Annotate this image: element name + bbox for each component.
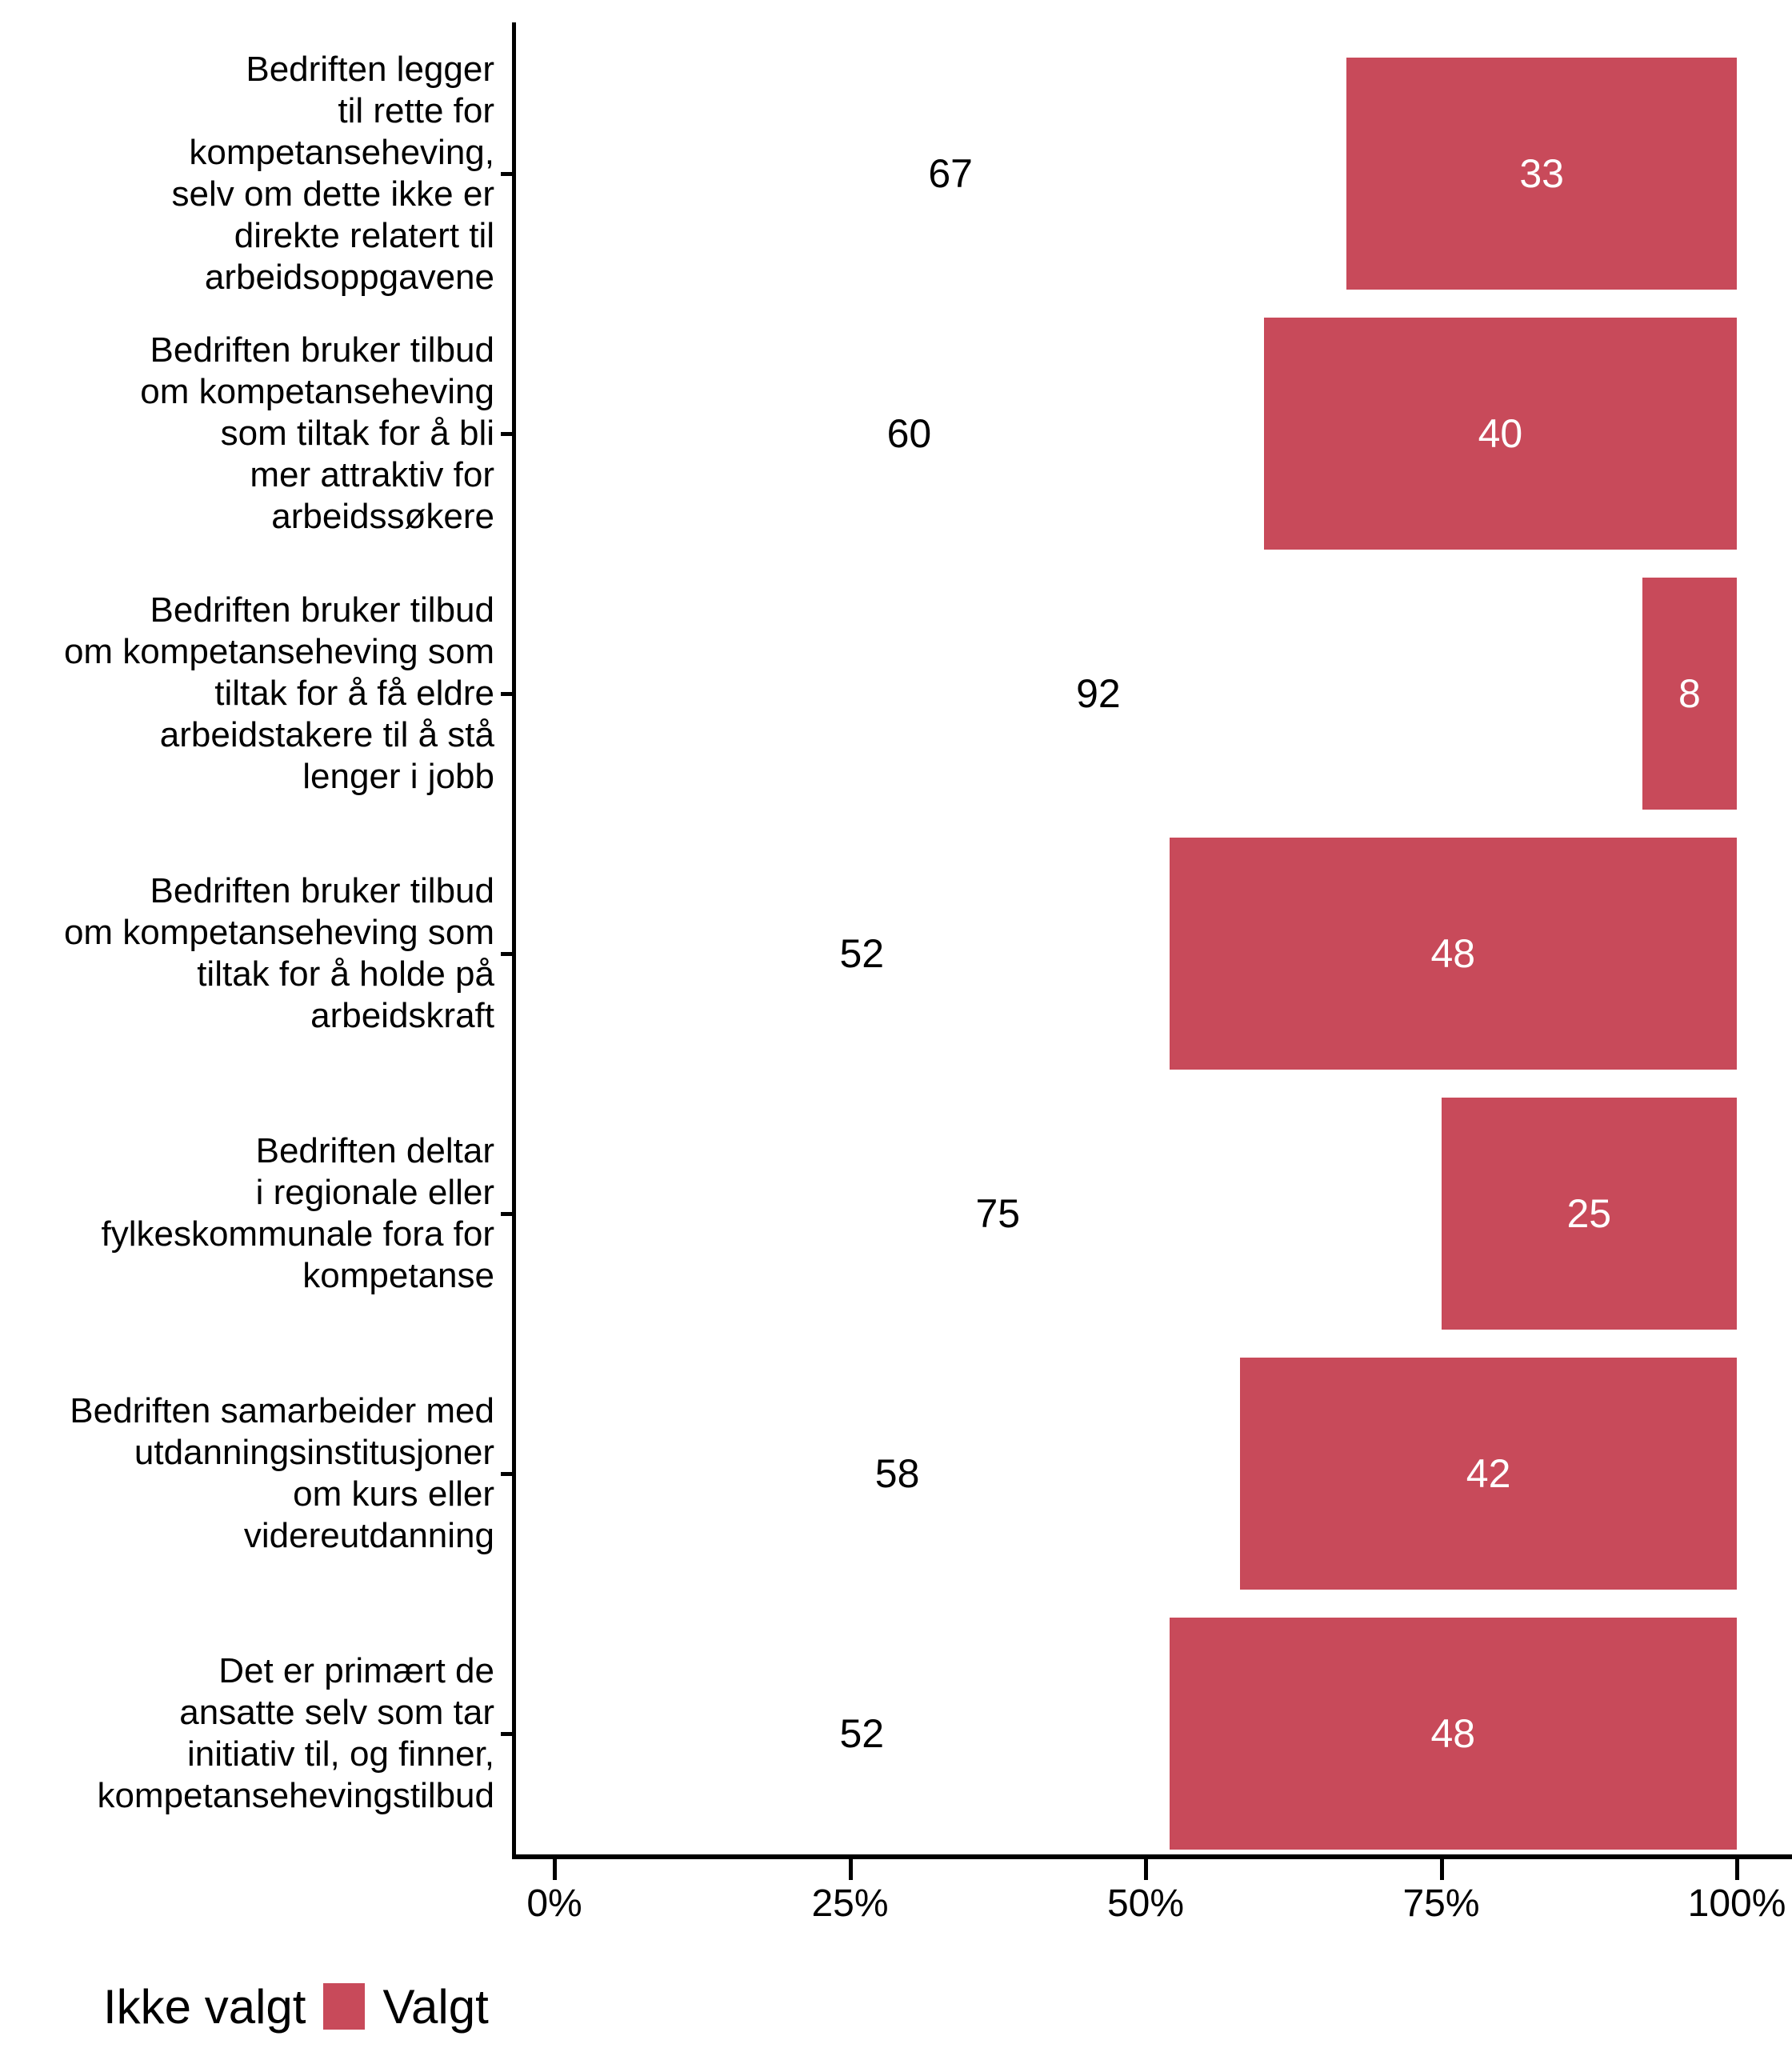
y-axis-tick — [501, 1472, 512, 1476]
value-label-valgt: 42 — [1466, 1451, 1511, 1496]
value-label-valgt: 33 — [1519, 151, 1564, 196]
bar-valgt — [1169, 1618, 1737, 1850]
value-label-valgt: 8 — [1678, 671, 1701, 716]
category-label: Bedriften deltar i regionale eller fylke… — [101, 1131, 494, 1295]
category-label: Bedriften samarbeider med utdanningsinst… — [70, 1391, 494, 1555]
x-axis-tick-label: 25% — [811, 1882, 889, 1925]
bar-valgt — [1642, 578, 1737, 810]
value-label-ikke-valgt: 92 — [1076, 671, 1121, 716]
x-axis-tick-label: 50% — [1106, 1882, 1185, 1925]
bar-valgt — [1169, 838, 1737, 1070]
x-axis-tick — [848, 1859, 853, 1880]
value-label-ikke-valgt: 52 — [839, 931, 885, 976]
category-label: Det er primært de ansatte selv som tar i… — [97, 1651, 494, 1815]
x-axis-tick — [1439, 1859, 1444, 1880]
y-axis-tick — [501, 432, 512, 436]
x-axis-tick — [1735, 1859, 1739, 1880]
x-axis-tick-label: 0% — [526, 1882, 582, 1925]
x-axis-tick — [553, 1859, 557, 1880]
value-label-ikke-valgt: 52 — [839, 1711, 885, 1756]
legend-swatch-ikke-valgt — [44, 1983, 86, 2030]
y-axis-line — [512, 22, 516, 1857]
y-axis-tick — [501, 1212, 512, 1216]
bar-valgt — [1263, 318, 1737, 550]
category-label: Bedriften bruker tilbud om kompetansehev… — [140, 330, 494, 536]
x-axis-line — [512, 1854, 1792, 1859]
bar-valgt — [1240, 1358, 1737, 1590]
x-axis-tick — [1144, 1859, 1148, 1880]
y-axis-tick — [501, 172, 512, 176]
value-label-ikke-valgt: 67 — [928, 151, 973, 196]
value-label-ikke-valgt: 75 — [975, 1191, 1021, 1236]
legend-swatch-valgt — [323, 1983, 366, 2030]
category-label: Bedriften bruker tilbud om kompetansehev… — [63, 590, 494, 796]
value-label-valgt: 25 — [1566, 1191, 1612, 1236]
legend-label-valgt: Valgt — [382, 1979, 489, 2034]
value-label-ikke-valgt: 58 — [874, 1451, 920, 1496]
bar-valgt — [1346, 58, 1737, 290]
y-axis-tick — [501, 692, 512, 696]
legend-label-ikke-valgt: Ikke valgt — [103, 1979, 306, 2034]
legend: Ikke valgt Valgt — [44, 1980, 489, 2034]
x-axis-tick-label: 75% — [1402, 1882, 1480, 1925]
y-axis-tick — [501, 952, 512, 956]
value-label-valgt: 48 — [1430, 1711, 1476, 1756]
x-axis-tick-label: 100% — [1687, 1882, 1786, 1925]
y-axis-tick — [501, 1732, 512, 1736]
value-label-ikke-valgt: 60 — [886, 411, 932, 456]
category-label: Bedriften bruker tilbud om kompetansehev… — [63, 871, 494, 1035]
value-label-valgt: 40 — [1478, 411, 1523, 456]
value-label-valgt: 48 — [1430, 931, 1476, 976]
category-label: Bedriften legger til rette for kompetans… — [171, 50, 495, 297]
bar-valgt — [1441, 1098, 1737, 1330]
